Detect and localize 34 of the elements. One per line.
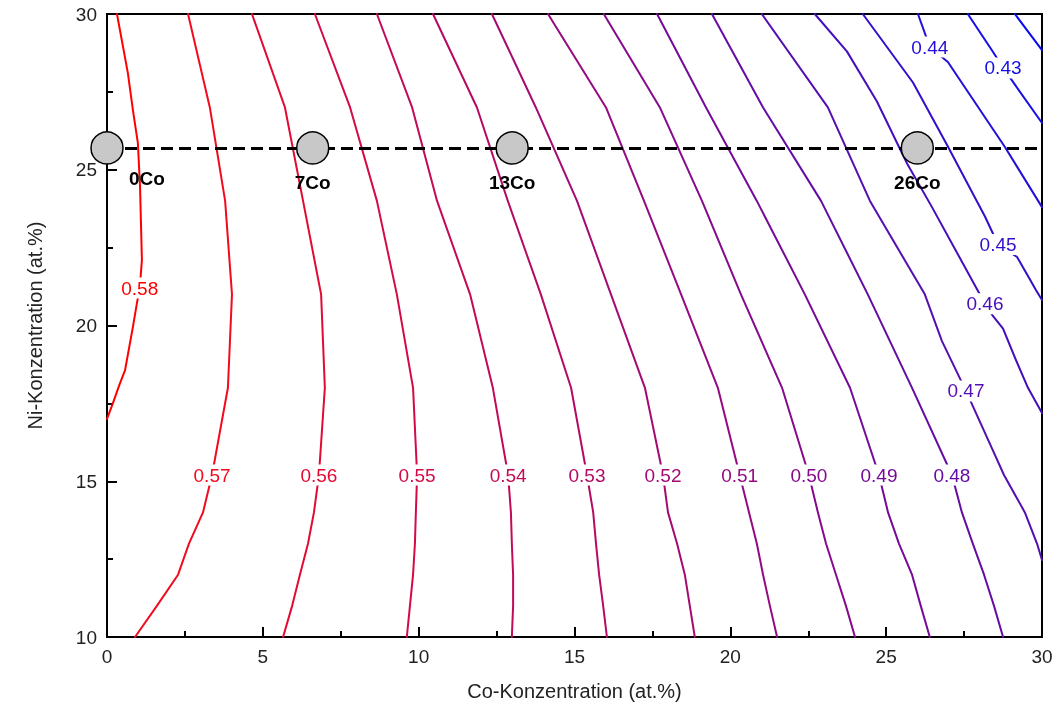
x-tick-label: 5 xyxy=(257,646,269,667)
x-axis-title: Co-Konzentration (at.%) xyxy=(467,680,682,702)
series-label: 0.57 xyxy=(193,464,231,486)
series-label: 0.52 xyxy=(644,464,682,486)
x-tick-label: 30 xyxy=(1031,646,1053,667)
series-label: 0.55 xyxy=(398,464,436,486)
y-axis-title: Ni-Konzentration (at.%) xyxy=(24,221,46,430)
y-tick-label: 30 xyxy=(75,3,97,25)
x-tick-label: 15 xyxy=(563,646,586,667)
series-label: 0.43 xyxy=(984,57,1022,79)
line-series xyxy=(547,13,779,638)
x-tick-label: 25 xyxy=(875,646,897,667)
y-tick-label: 15 xyxy=(75,470,97,492)
y-tick-label: 25 xyxy=(75,159,97,181)
series-label: 0.44 xyxy=(911,36,949,58)
series-label: 0.56 xyxy=(300,464,338,486)
series-label: 0.48 xyxy=(933,464,971,486)
y-tick-label: 20 xyxy=(75,315,97,336)
x-tick-label: 20 xyxy=(719,646,741,667)
series-label: 0.58 xyxy=(121,277,159,299)
line-series xyxy=(966,13,1043,125)
series-label: 0.46 xyxy=(966,293,1004,315)
y-tick-label: 10 xyxy=(75,626,97,648)
series-label: 0.47 xyxy=(947,380,985,402)
series-label: 0.50 xyxy=(790,464,828,486)
x-tick-label: 10 xyxy=(408,646,430,667)
series-label: 0.54 xyxy=(489,464,528,486)
series-label: 0.51 xyxy=(721,464,759,486)
line-series xyxy=(490,13,696,638)
x-tick-label: 0 xyxy=(101,646,113,667)
line-series xyxy=(813,13,1043,415)
series-label: 0.49 xyxy=(860,464,898,486)
line-series xyxy=(760,13,1043,562)
series-label: 0.53 xyxy=(568,464,606,486)
